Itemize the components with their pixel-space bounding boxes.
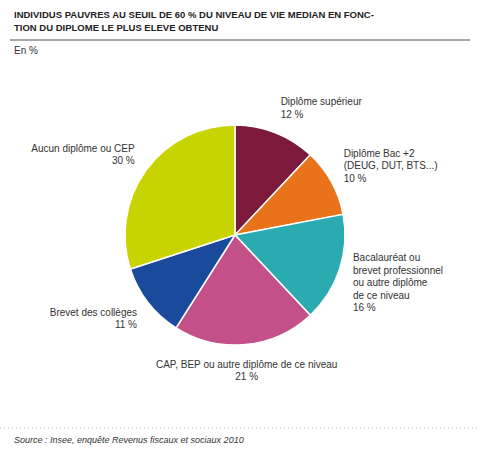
labels: Diplôme supérieur 12 % Diplôme Bac +2(DEUG…: [31, 96, 443, 382]
slice-label: Diplôme Bac +2(DEUG, DUT, BTS...): [344, 148, 438, 172]
data-label: 12 %: [281, 109, 304, 120]
data-label: 16 %: [353, 302, 376, 313]
pie: [125, 125, 345, 345]
slice-label: CAP, BEP ou autre diplôme de ce niveau: [156, 359, 337, 370]
chart: INDIVIDUS PAUVRES AU SEUIL DE 60 % DU NI…: [0, 0, 480, 459]
data-label: 30 %: [112, 155, 135, 166]
slice-label: Aucun diplôme ou CEP: [31, 143, 135, 154]
slice-label: Brevet des collèges: [50, 307, 137, 318]
subtitle: En %: [14, 45, 38, 56]
data-label: 10 %: [344, 173, 367, 184]
data-label: 11 %: [115, 319, 137, 330]
pie-slice: [125, 125, 235, 269]
data-label: 21 %: [235, 371, 258, 382]
slice-label: Bacalauréat oubrevet professionnelou aut…: [353, 252, 443, 301]
source-rule: [0, 428, 480, 429]
title: INDIVIDUS PAUVRES AU SEUIL DE 60 % DU NI…: [14, 9, 374, 33]
source: Source : Insee, enquête Revenus fiscaux …: [14, 435, 244, 445]
title-rule: [10, 40, 470, 41]
slice-label: Diplôme supérieur: [281, 96, 363, 107]
